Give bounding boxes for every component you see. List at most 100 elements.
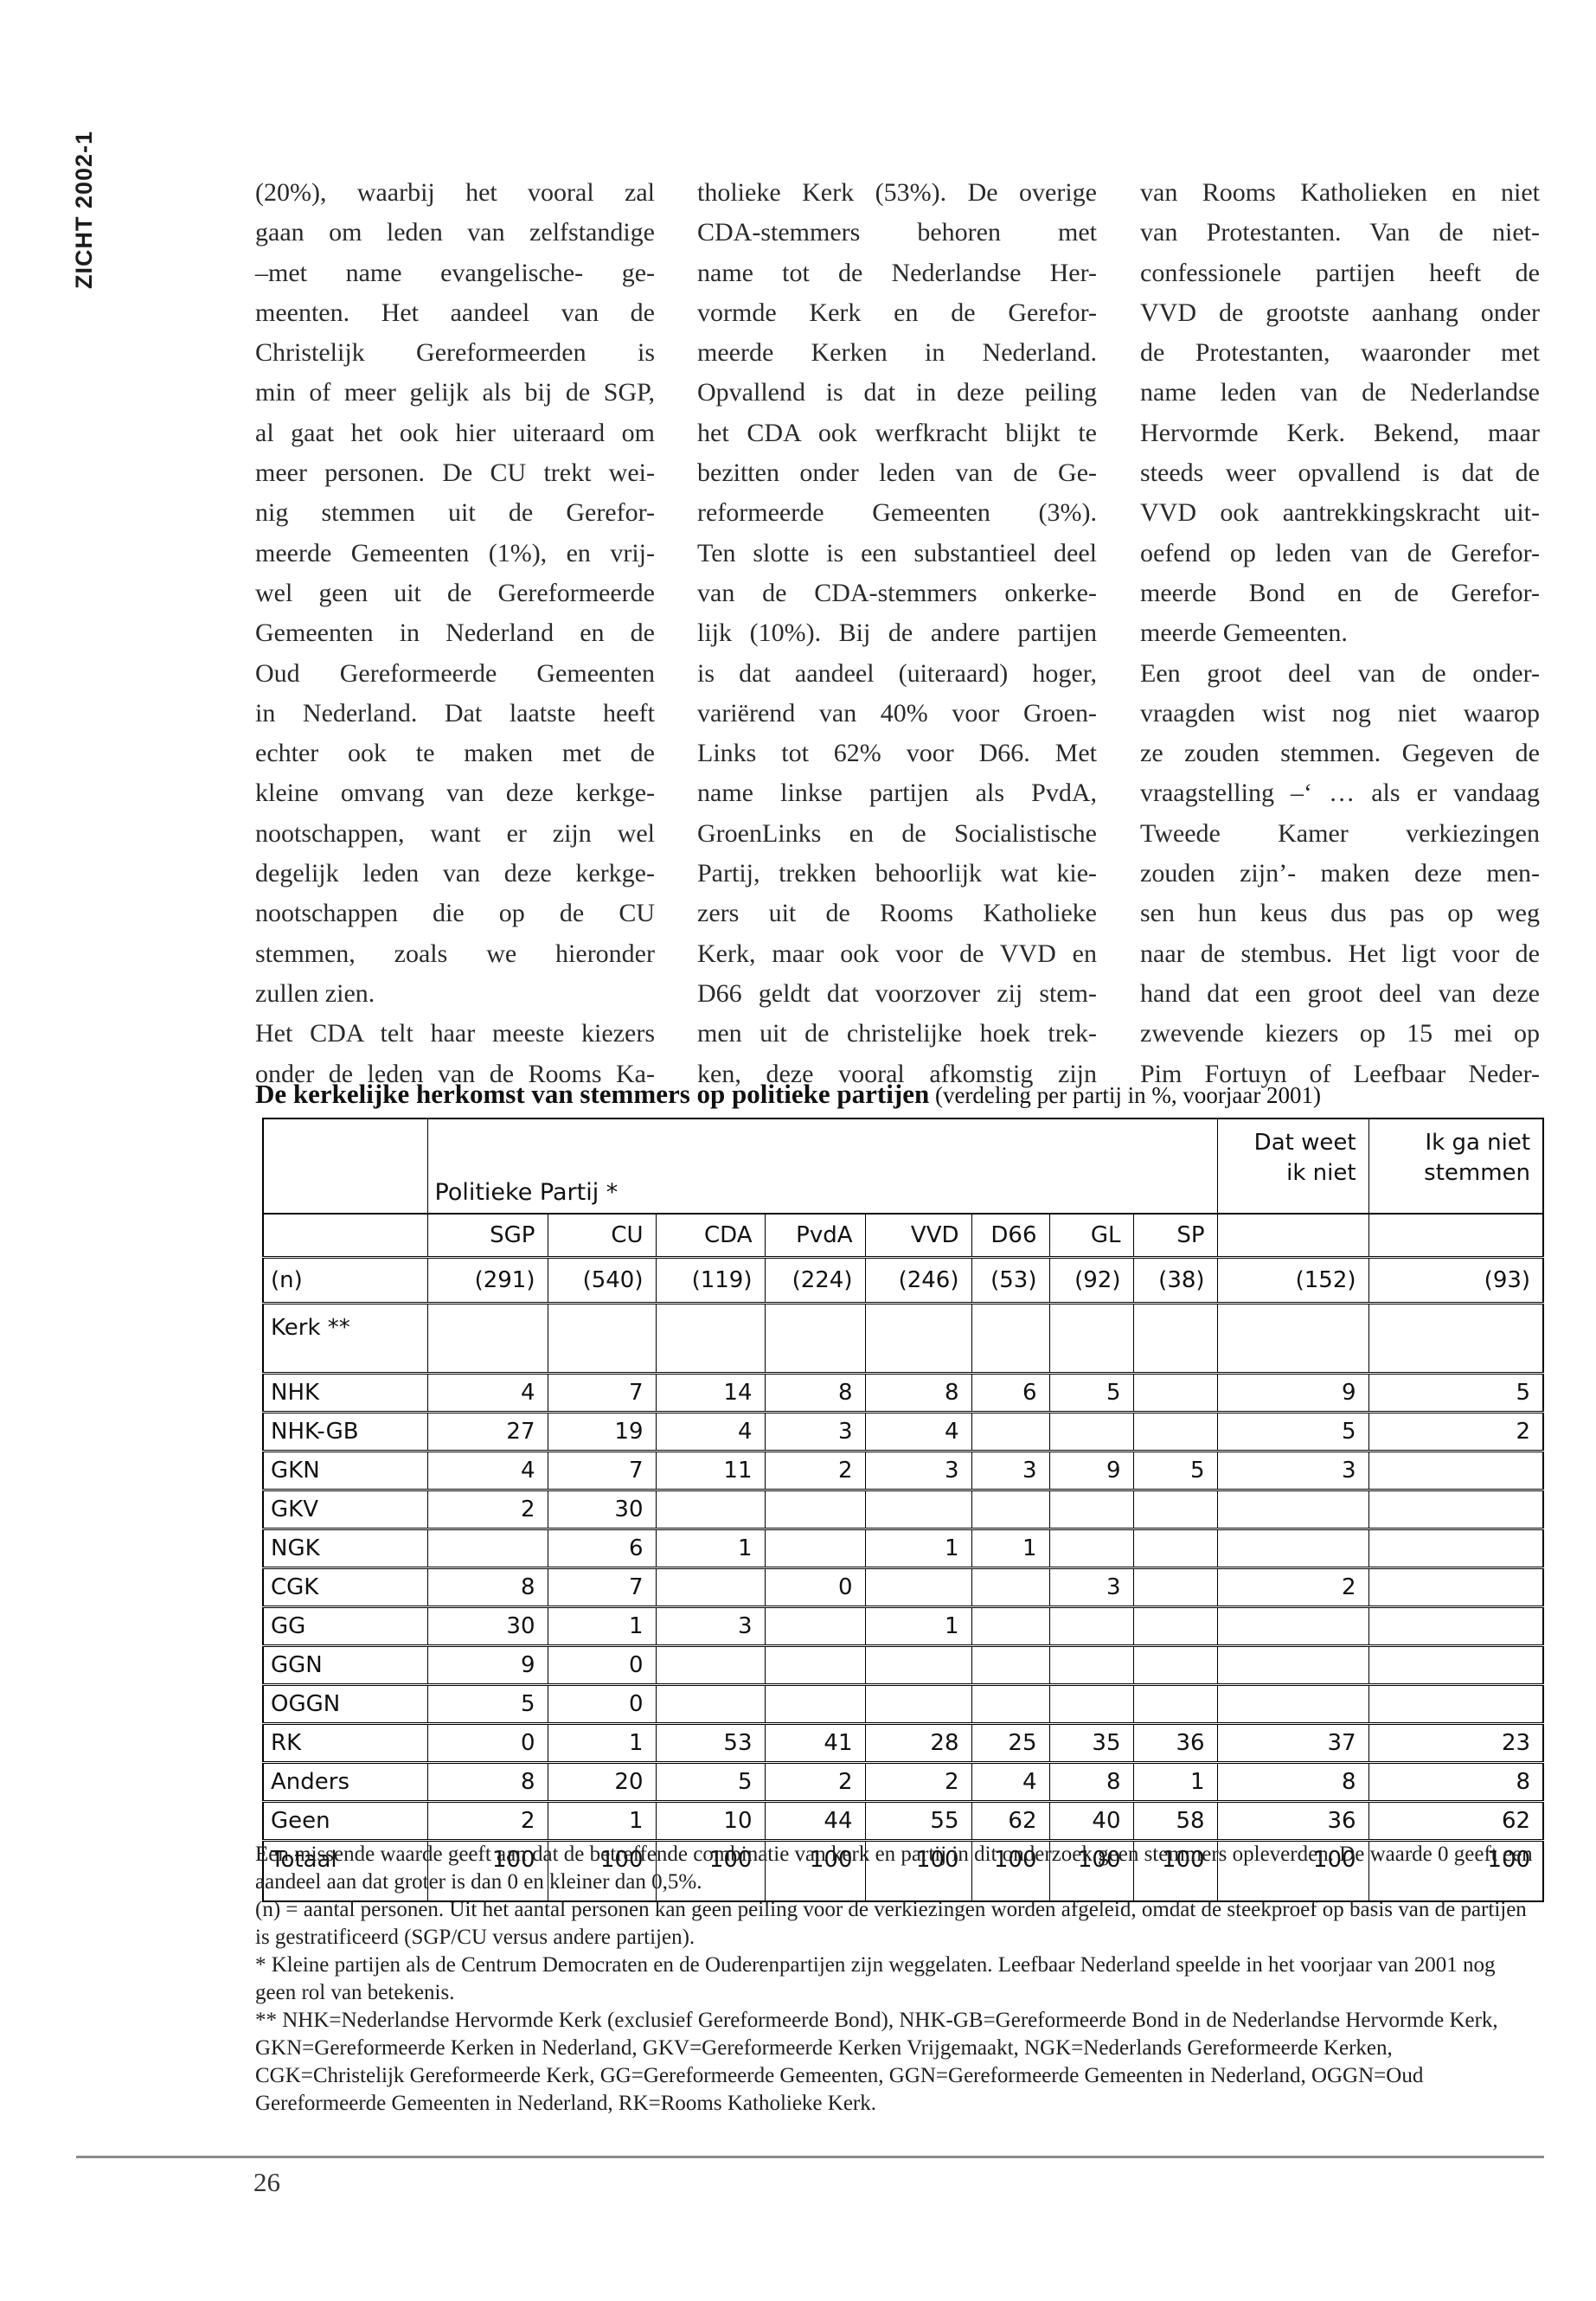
table-row: GGN 9 0 bbox=[262, 1645, 1544, 1686]
value-cell bbox=[864, 1567, 972, 1608]
value-cell: 2 bbox=[1368, 1412, 1544, 1452]
text-line: Pim Fortuyn of Leefbaar Neder- bbox=[1140, 1059, 1540, 1088]
value-cell: 3 bbox=[864, 1451, 972, 1491]
table-row: NHK 4 7 14 8 8 6 5 9 5 bbox=[262, 1373, 1544, 1413]
n-value-cell: (53) bbox=[971, 1257, 1050, 1304]
value-cell bbox=[426, 1529, 548, 1569]
footer-divider bbox=[76, 2156, 1544, 2158]
table-container: Politieke Partij * Dat weet ik niet Ik ga n… bbox=[262, 1118, 1545, 1902]
empty-cell bbox=[764, 1303, 866, 1375]
value-cell: 5 bbox=[1368, 1373, 1544, 1413]
text-line: al gaat het ook hier uiteraard om bbox=[255, 418, 655, 447]
text-line: kleine omvang van deze kerkge- bbox=[255, 779, 655, 808]
text-line: Partij, trekken behoorlijk wat kie- bbox=[697, 859, 1097, 888]
text-line: bezitten onder leden van de Ge- bbox=[697, 458, 1097, 488]
text-line: meerde Bond en de Gerefor- bbox=[1140, 578, 1540, 607]
value-cell: 3 bbox=[971, 1451, 1050, 1491]
value-cell: 28 bbox=[864, 1723, 972, 1764]
table-title: De kerkelijke herkomst van stemmers op p… bbox=[255, 1079, 1553, 1110]
text-line: GroenLinks en de Socialistische bbox=[697, 818, 1097, 848]
table-row: OGGN 5 0 bbox=[262, 1684, 1544, 1725]
value-cell bbox=[864, 1490, 972, 1530]
text-line: onder de leden van de Rooms Ka- bbox=[255, 1059, 655, 1088]
value-cell: 7 bbox=[547, 1373, 657, 1413]
value-cell: 36 bbox=[1216, 1801, 1369, 1842]
value-cell: 1 bbox=[547, 1723, 657, 1764]
value-cell: 7 bbox=[547, 1451, 657, 1491]
value-cell bbox=[1132, 1606, 1218, 1647]
value-cell: 27 bbox=[426, 1412, 548, 1452]
row-label: GGN bbox=[262, 1645, 428, 1686]
text-line: de Protestanten, waaronder met bbox=[1140, 338, 1540, 368]
text-line: is dat aandeel (uiteraard) hoger, bbox=[697, 658, 1097, 688]
value-cell bbox=[1132, 1684, 1218, 1725]
value-cell bbox=[655, 1567, 766, 1608]
value-cell bbox=[764, 1645, 866, 1686]
value-cell: 1 bbox=[655, 1529, 766, 1569]
row-label: NHK-GB bbox=[262, 1412, 428, 1452]
value-cell: 30 bbox=[547, 1490, 657, 1530]
text-line: reformeerde Gemeenten (3%). bbox=[697, 498, 1097, 528]
row-label: OGGN bbox=[262, 1684, 428, 1725]
value-cell bbox=[764, 1684, 866, 1725]
value-cell bbox=[971, 1606, 1050, 1647]
value-cell bbox=[1368, 1567, 1544, 1608]
value-cell: 8 bbox=[426, 1762, 548, 1803]
value-cell: 55 bbox=[864, 1801, 972, 1842]
value-cell: 2 bbox=[426, 1490, 548, 1530]
row-label: Geen bbox=[262, 1801, 428, 1842]
value-cell: 8 bbox=[1216, 1762, 1369, 1803]
value-cell: 1 bbox=[864, 1606, 972, 1647]
footnote: (n) = aantal personen. Uit het aantal pe… bbox=[255, 1898, 1527, 1949]
text-line: van de CDA-stemmers onkerke- bbox=[697, 578, 1097, 607]
text-line: Kerk, maar ook voor de VVD en bbox=[697, 939, 1097, 968]
text-line: –met name evangelische- ge- bbox=[255, 258, 655, 287]
party-column-header: VVD bbox=[864, 1214, 972, 1259]
text-line: ze zouden stemmen. Gegeven de bbox=[1140, 739, 1540, 768]
text-line: Christelijk Gereformeerden is bbox=[255, 338, 655, 368]
article-column-2: tholieke Kerk (53%). De overige CDA-stemm… bbox=[697, 173, 1097, 1094]
text-line: CDA-stemmers behoren met bbox=[697, 218, 1097, 247]
text-line: echter ook te maken met de bbox=[255, 739, 655, 768]
text-line: Een groot deel van de onder- bbox=[1140, 658, 1540, 688]
value-cell bbox=[1132, 1412, 1218, 1452]
text-line: meerde Gemeenten (1%), en vrij- bbox=[255, 538, 655, 567]
value-cell: 4 bbox=[864, 1412, 972, 1452]
empty-cell bbox=[1368, 1303, 1544, 1375]
text-line: hand dat een groot deel van deze bbox=[1140, 978, 1540, 1008]
value-cell: 5 bbox=[1048, 1373, 1134, 1413]
text-line: zullen zien. bbox=[255, 978, 375, 1008]
value-cell: 2 bbox=[426, 1801, 548, 1842]
value-cell: 8 bbox=[864, 1373, 972, 1413]
text-line: VVD de grootste aanhang onder bbox=[1140, 298, 1540, 327]
text-line: name tot de Nederlandse Her- bbox=[697, 258, 1097, 287]
value-cell: 100 bbox=[547, 1840, 657, 1901]
empty-cell bbox=[971, 1303, 1050, 1375]
empty-cell bbox=[655, 1303, 766, 1375]
text-line: gaan om leden van zelfstandige bbox=[255, 218, 655, 247]
empty-cell bbox=[1132, 1303, 1218, 1375]
table-footnotes: Een missende waarde geeft aan dat de bet… bbox=[255, 1841, 1535, 2118]
value-cell: 11 bbox=[655, 1451, 766, 1491]
value-cell bbox=[1132, 1373, 1218, 1413]
text-line: Het CDA telt haar meeste kiezers bbox=[255, 1019, 655, 1048]
value-cell bbox=[971, 1490, 1050, 1530]
value-cell bbox=[971, 1567, 1050, 1608]
party-column-header: GL bbox=[1048, 1214, 1134, 1259]
table-row: CGK 8 7 0 3 2 bbox=[262, 1567, 1544, 1608]
value-cell bbox=[1048, 1490, 1134, 1530]
value-cell bbox=[764, 1529, 866, 1569]
text-line: Oud Gereformeerde Gemeenten bbox=[255, 658, 655, 688]
value-cell bbox=[1132, 1529, 1218, 1569]
text-line: meer personen. De CU trekt wei- bbox=[255, 458, 655, 488]
value-cell: 1 bbox=[864, 1529, 972, 1569]
value-cell: 41 bbox=[764, 1723, 866, 1764]
value-cell: 25 bbox=[971, 1723, 1050, 1764]
value-cell bbox=[655, 1490, 766, 1530]
article-column-1: (20%), waarbij het vooral zal gaan om led… bbox=[255, 173, 655, 1094]
value-cell: 0 bbox=[426, 1723, 548, 1764]
text-line: nig stemmen uit de Gerefor- bbox=[255, 498, 655, 528]
text-line: van Rooms Katholieken en niet bbox=[1140, 178, 1540, 207]
journal-edition-label: ZICHT 2002-1 bbox=[71, 130, 97, 289]
value-cell: 2 bbox=[864, 1762, 972, 1803]
